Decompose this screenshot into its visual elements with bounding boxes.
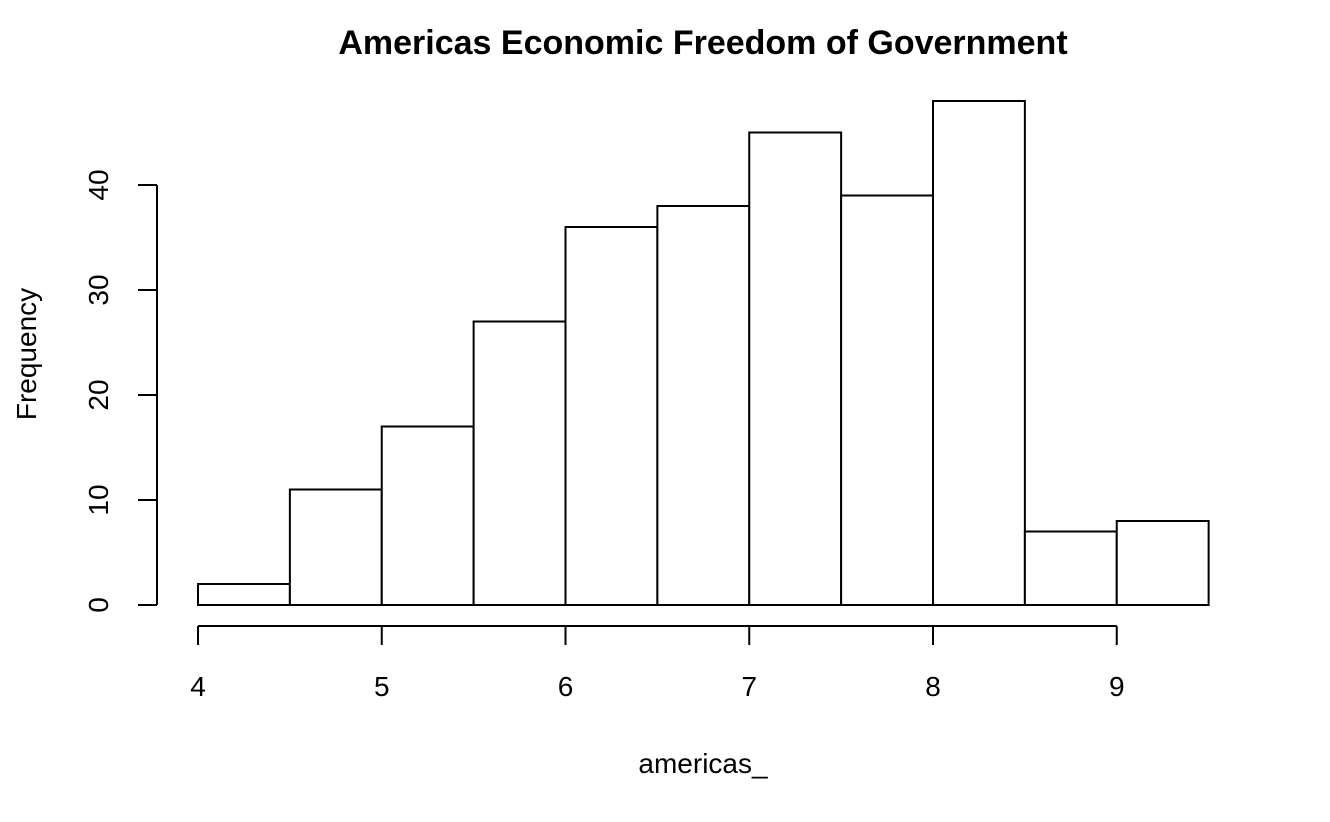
y-axis: 0 10 20 30 40 (83, 169, 158, 613)
histogram-bar-1 (288, 488, 383, 606)
histogram-bar-0 (197, 583, 291, 606)
chart-title: Americas Economic Freedom of Government (338, 24, 1067, 62)
x-tick-label-5: 9 (1109, 671, 1125, 702)
x-tick-label-3: 7 (741, 671, 757, 702)
x-tick-label-4: 8 (925, 671, 941, 702)
x-tick-label-2: 6 (558, 671, 574, 702)
histogram-bar-4 (564, 226, 659, 606)
y-tick-label-0: 0 (83, 597, 114, 613)
histogram-bar-7 (840, 194, 934, 606)
y-axis-label: Frequency (11, 288, 42, 420)
histogram-bar-3 (472, 320, 567, 606)
x-tick-label-1: 5 (374, 671, 390, 702)
y-tick-label-2: 20 (83, 379, 114, 410)
histogram-bar-9 (1023, 530, 1118, 606)
x-tick-label-0: 4 (190, 671, 206, 702)
y-tick-label-4: 40 (83, 169, 114, 200)
histogram-bar-2 (380, 425, 475, 606)
histogram-bar-5 (656, 205, 751, 606)
histogram-bar-8 (932, 100, 1026, 606)
x-axis-label: americas_ (638, 748, 768, 779)
y-tick-label-1: 10 (83, 484, 114, 515)
histogram-bar-6 (748, 131, 843, 606)
y-tick-label-3: 30 (83, 274, 114, 305)
bars-group (197, 100, 1210, 606)
histogram-bar-10 (1115, 520, 1210, 606)
x-axis: 4 5 6 7 8 9 (190, 625, 1125, 702)
